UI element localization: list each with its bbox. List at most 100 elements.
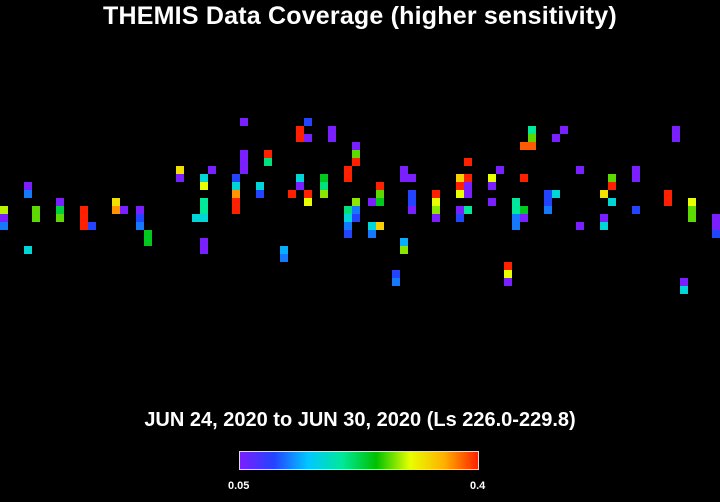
coverage-cell [504, 270, 512, 278]
coverage-cell [24, 190, 32, 198]
coverage-cell [208, 166, 216, 174]
chart-title: THEMIS Data Coverage (higher sensitivity… [103, 2, 617, 30]
coverage-cell [24, 246, 32, 254]
coverage-cell [200, 206, 208, 214]
coverage-cell [392, 270, 400, 278]
coverage-cell [368, 198, 376, 206]
coverage-cell [520, 174, 528, 182]
coverage-cell [456, 206, 464, 214]
coverage-cell [528, 142, 536, 150]
coverage-cell [552, 134, 560, 142]
coverage-cell [456, 214, 464, 222]
coverage-cell [344, 230, 352, 238]
coverage-cell [0, 214, 8, 222]
coverage-cell [432, 198, 440, 206]
coverage-cell [408, 206, 416, 214]
coverage-cell [672, 134, 680, 142]
coverage-cell [296, 182, 304, 190]
coverage-cell [712, 214, 720, 222]
coverage-cell [408, 198, 416, 206]
coverage-cell [200, 174, 208, 182]
coverage-cell [520, 214, 528, 222]
coverage-cell [256, 182, 264, 190]
coverage-cell [56, 198, 64, 206]
coverage-cell [192, 214, 200, 222]
coverage-cell [400, 166, 408, 174]
coverage-cell [280, 246, 288, 254]
coverage-cell [144, 238, 152, 246]
coverage-cell [344, 166, 352, 174]
coverage-cell [144, 230, 152, 238]
coverage-cell [0, 206, 8, 214]
coverage-cell [544, 198, 552, 206]
coverage-cell [408, 190, 416, 198]
coverage-cell [712, 222, 720, 230]
coverage-cell [352, 206, 360, 214]
coverage-cell [344, 222, 352, 230]
coverage-cell [296, 134, 304, 142]
coverage-cell [304, 118, 312, 126]
coverage-cell [512, 222, 520, 230]
coverage-cell [680, 278, 688, 286]
coverage-cell [232, 182, 240, 190]
coverage-cell [672, 126, 680, 134]
coverage-cell [320, 182, 328, 190]
coverage-cell [680, 286, 688, 294]
coverage-cell [344, 174, 352, 182]
coverage-cell [344, 214, 352, 222]
coverage-cell [608, 182, 616, 190]
coverage-cell [512, 206, 520, 214]
coverage-cell [80, 206, 88, 214]
coverage-cell [80, 214, 88, 222]
coverage-cell [304, 134, 312, 142]
coverage-cell [344, 206, 352, 214]
coverage-cell [232, 174, 240, 182]
date-range-subtitle: JUN 24, 2020 to JUN 30, 2020 (Ls 226.0-2… [144, 409, 576, 431]
coverage-cell [352, 158, 360, 166]
coverage-cell [504, 278, 512, 286]
coverage-cell [504, 262, 512, 270]
coverage-cell [240, 150, 248, 158]
coverage-cell [600, 222, 608, 230]
coverage-cell [512, 214, 520, 222]
coverage-cell [176, 174, 184, 182]
coverage-cell [112, 206, 120, 214]
coverage-cell [24, 182, 32, 190]
coverage-cell [328, 134, 336, 142]
coverage-cell [88, 222, 96, 230]
coverage-cell [136, 222, 144, 230]
coverage-cell [232, 198, 240, 206]
coverage-cell [176, 166, 184, 174]
coverage-cell [232, 206, 240, 214]
coverage-cell [688, 198, 696, 206]
coverage-cell [632, 166, 640, 174]
coverage-cell [488, 182, 496, 190]
coverage-cell [352, 142, 360, 150]
coverage-cell [112, 198, 120, 206]
coverage-cell [352, 214, 360, 222]
coverage-cell [432, 206, 440, 214]
coverage-cell [464, 174, 472, 182]
coverage-cell [80, 222, 88, 230]
coverage-cell [304, 190, 312, 198]
coverage-cell [200, 182, 208, 190]
coverage-cell [200, 238, 208, 246]
coverage-cell [456, 190, 464, 198]
coverage-cell [688, 214, 696, 222]
coverage-cell [608, 174, 616, 182]
coverage-cell [200, 198, 208, 206]
coverage-cell [32, 214, 40, 222]
coverage-cell [600, 214, 608, 222]
coverage-cell [56, 206, 64, 214]
coverage-cell [400, 238, 408, 246]
coverage-cell [464, 158, 472, 166]
coverage-cell [456, 182, 464, 190]
coverage-cell [464, 206, 472, 214]
coverage-cell [240, 158, 248, 166]
coverage-cell [664, 198, 672, 206]
coverage-cell [376, 198, 384, 206]
coverage-cell [304, 198, 312, 206]
coverage-cell [464, 182, 472, 190]
